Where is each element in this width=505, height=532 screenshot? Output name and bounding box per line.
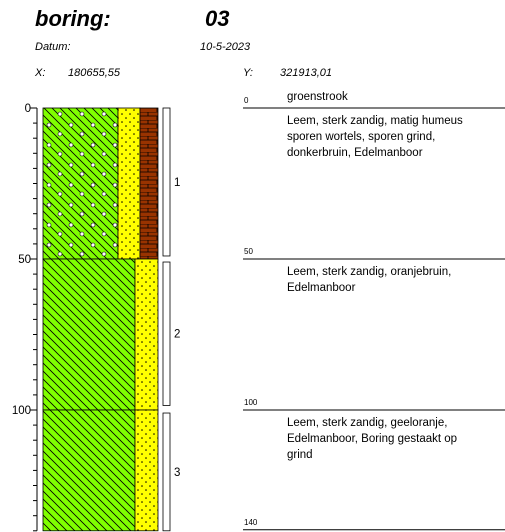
soil-layer bbox=[140, 108, 158, 259]
layer-description: Leem, sterk zandig, geeloranje, bbox=[287, 417, 447, 429]
sample-box bbox=[163, 262, 170, 405]
depth-label: 50 bbox=[244, 247, 253, 256]
sample-box bbox=[163, 413, 170, 531]
depth-label: 100 bbox=[244, 398, 258, 407]
layer-description: Edelmanboor bbox=[287, 282, 356, 294]
layer-description: Leem, sterk zandig, matig humeus bbox=[287, 115, 463, 127]
sample-label: 1 bbox=[174, 177, 180, 189]
x-coordinate: 180655,55 bbox=[68, 67, 121, 79]
sample-box bbox=[163, 108, 170, 256]
y-coordinate: 321913,01 bbox=[280, 67, 332, 79]
layer-description: Edelmanboor, Boring gestaakt op bbox=[287, 433, 457, 445]
depth-tick-label: 100 bbox=[12, 405, 31, 417]
layer-description: sporen wortels, sporen grind, bbox=[287, 131, 435, 143]
layer-description: Leem, sterk zandig, oranjebruin, bbox=[287, 266, 451, 278]
date: 10-5-2023 bbox=[200, 41, 251, 53]
depth-label: 140 bbox=[244, 518, 258, 527]
gravel-overlay bbox=[43, 108, 118, 259]
sample-label: 3 bbox=[174, 467, 180, 479]
boring-number: 03 bbox=[205, 6, 229, 31]
title: boring: bbox=[35, 6, 111, 31]
date-label: Datum: bbox=[35, 41, 70, 53]
x-label: X: bbox=[34, 67, 45, 79]
soil-layer bbox=[43, 259, 135, 410]
layer-description: grind bbox=[287, 449, 313, 461]
note: groenstrook bbox=[287, 91, 348, 103]
soil-layer bbox=[118, 108, 140, 259]
soil-layer bbox=[43, 410, 135, 531]
depth-label: 0 bbox=[244, 96, 249, 105]
depth-tick-label: 50 bbox=[18, 254, 31, 266]
y-label: Y: bbox=[243, 67, 253, 79]
depth-tick-label: 0 bbox=[25, 103, 31, 115]
layer-description: donkerbruin, Edelmanboor bbox=[287, 147, 423, 159]
soil-layer bbox=[135, 259, 158, 410]
sample-label: 2 bbox=[174, 329, 180, 341]
soil-layer bbox=[135, 410, 158, 531]
boring-log: boring: 03 Datum: 10-5-2023 X: 180655,55… bbox=[0, 0, 505, 532]
